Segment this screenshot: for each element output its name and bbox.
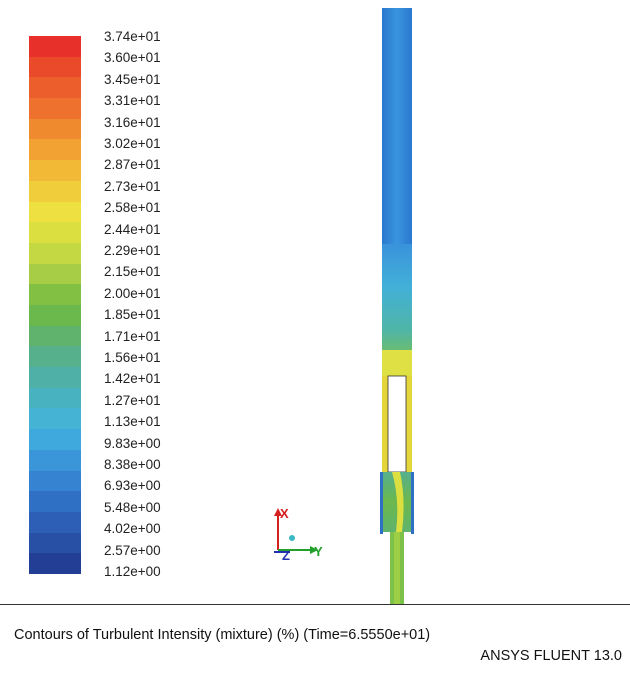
middle-tube <box>382 244 412 366</box>
legend-swatch <box>29 532 81 554</box>
legend-label: 1.27e+01 <box>104 392 161 408</box>
legend-swatch <box>29 325 81 347</box>
legend-swatch <box>29 36 81 58</box>
z-axis-label: Z <box>282 548 290 563</box>
legend-swatch <box>29 139 81 161</box>
legend-label: 2.29e+01 <box>104 243 161 258</box>
legend-label: 6.93e+00 <box>104 478 161 494</box>
legend-label: 1.85e+01 <box>104 307 161 323</box>
legend-label: 3.74e+01 <box>104 29 161 44</box>
legend-label: 3.60e+01 <box>104 50 161 66</box>
legend-label: 1.71e+01 <box>104 328 161 344</box>
cavity-right-wall <box>406 376 412 472</box>
legend-label: 2.57e+00 <box>104 542 161 558</box>
legend-label: 9.83e+00 <box>104 435 161 451</box>
legend-swatch <box>29 160 81 182</box>
legend-swatch <box>29 118 81 140</box>
legend-label: 3.16e+01 <box>104 114 161 130</box>
x-axis-label: X <box>280 506 289 521</box>
legend-swatch <box>29 284 81 306</box>
legend-label: 1.42e+01 <box>104 371 161 387</box>
legend-swatch <box>29 429 81 451</box>
legend-swatch <box>29 511 81 534</box>
contour-geometry <box>380 8 414 604</box>
legend-label: 2.58e+01 <box>104 200 161 216</box>
plot-title: Contours of Turbulent Intensity (mixture… <box>14 627 431 643</box>
legend-swatch <box>29 387 81 409</box>
legend-swatch <box>29 553 81 575</box>
legend-label: 1.13e+01 <box>104 414 161 430</box>
legend-swatch <box>29 56 81 78</box>
legend-swatch <box>29 367 81 389</box>
legend-label: 2.44e+01 <box>104 221 161 237</box>
graphics-viewport[interactable]: 3.74e+01 3.60e+01 3.45e+01 3.31e+01 3.16e+01… <box>0 0 630 604</box>
upper-tube <box>382 8 412 244</box>
legend-swatch <box>29 408 81 430</box>
legend-label: 2.00e+01 <box>104 285 161 301</box>
legend-label: 3.31e+01 <box>104 93 161 109</box>
axes-origin-dot <box>289 535 295 541</box>
legend-label: 2.73e+01 <box>104 178 161 194</box>
cavity-left-wall <box>382 376 388 472</box>
legend-swatch <box>29 242 81 265</box>
legend-label: 4.02e+00 <box>104 521 161 537</box>
footer-divider <box>0 604 630 605</box>
legend-label: 3.02e+01 <box>104 136 161 151</box>
yellow-band <box>382 350 412 376</box>
legend-swatch <box>29 180 81 203</box>
legend-swatch <box>29 305 81 327</box>
legend-label: 3.45e+01 <box>104 71 161 87</box>
legend-swatch <box>29 263 81 285</box>
legend-label: 2.15e+01 <box>104 264 161 280</box>
legend-swatch <box>29 470 81 492</box>
cavity-window <box>387 375 407 473</box>
y-axis-label: Y <box>314 544 323 559</box>
color-legend-bar <box>29 36 81 575</box>
legend-label: 1.12e+00 <box>104 564 161 579</box>
legend-swatch <box>29 491 81 513</box>
legend-swatch <box>29 449 81 472</box>
legend-swatch <box>29 77 81 99</box>
legend-swatch <box>29 222 81 244</box>
software-brand: ANSYS FLUENT 13.0 <box>480 648 622 664</box>
legend-label: 5.48e+00 <box>104 499 161 515</box>
legend-label: 8.38e+00 <box>104 457 161 472</box>
legend-label: 1.56e+01 <box>104 350 161 365</box>
legend-swatch <box>29 201 81 223</box>
legend-label: 2.87e+01 <box>104 157 161 173</box>
lower-jet <box>392 472 404 532</box>
coordinate-axes-triad: X Y Z <box>274 506 323 563</box>
legend-swatch <box>29 98 81 120</box>
legend-swatch <box>29 346 81 368</box>
